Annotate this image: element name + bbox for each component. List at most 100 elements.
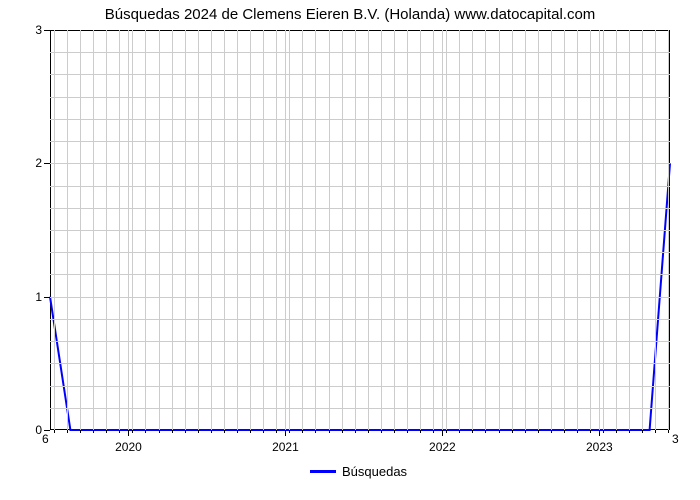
chart-container: Búsquedas 2024 de Clemens Eieren B.V. (H… bbox=[0, 0, 700, 500]
x-minor-gridline bbox=[172, 30, 173, 430]
x-gridline bbox=[442, 30, 443, 430]
x-minor-tick bbox=[185, 430, 186, 433]
x-minor-gridline bbox=[394, 30, 395, 430]
x-minor-gridline bbox=[668, 30, 669, 430]
x-minor-tick bbox=[342, 430, 343, 433]
x-minor-gridline bbox=[381, 30, 382, 430]
x-minor-gridline bbox=[211, 30, 212, 430]
x-minor-gridline bbox=[538, 30, 539, 430]
x-minor-gridline bbox=[132, 30, 133, 430]
x-minor-gridline bbox=[629, 30, 630, 430]
x-minor-gridline bbox=[80, 30, 81, 430]
y-tick-label: 3 bbox=[24, 23, 42, 37]
x-minor-gridline bbox=[119, 30, 120, 430]
x-minor-gridline bbox=[551, 30, 552, 430]
x-minor-gridline bbox=[250, 30, 251, 430]
x-minor-tick bbox=[237, 430, 238, 433]
x-minor-tick bbox=[119, 430, 120, 433]
x-minor-tick bbox=[668, 430, 669, 433]
x-minor-tick bbox=[472, 430, 473, 433]
x-minor-gridline bbox=[67, 30, 68, 430]
x-minor-gridline bbox=[315, 30, 316, 430]
x-minor-gridline bbox=[276, 30, 277, 430]
x-minor-gridline bbox=[616, 30, 617, 430]
legend: Búsquedas bbox=[310, 464, 407, 479]
x-minor-gridline bbox=[655, 30, 656, 430]
x-minor-gridline bbox=[407, 30, 408, 430]
y-tick-label: 2 bbox=[24, 156, 42, 170]
x-gridline bbox=[285, 30, 286, 430]
x-minor-gridline bbox=[446, 30, 447, 430]
x-minor-tick bbox=[93, 430, 94, 433]
corner-label-bottom-right: 3 bbox=[672, 432, 679, 446]
x-tick-label: 2021 bbox=[272, 440, 299, 454]
y-tick bbox=[44, 30, 50, 31]
x-minor-tick bbox=[564, 430, 565, 433]
corner-label-bottom-left: 6 bbox=[42, 432, 49, 446]
x-minor-gridline bbox=[577, 30, 578, 430]
x-minor-gridline bbox=[237, 30, 238, 430]
x-minor-tick bbox=[459, 430, 460, 433]
x-minor-tick bbox=[198, 430, 199, 433]
x-minor-gridline bbox=[433, 30, 434, 430]
x-minor-gridline bbox=[603, 30, 604, 430]
x-tick bbox=[285, 430, 286, 436]
x-minor-tick bbox=[211, 430, 212, 433]
x-minor-gridline bbox=[525, 30, 526, 430]
x-tick-label: 2023 bbox=[586, 440, 613, 454]
x-minor-tick bbox=[433, 430, 434, 433]
x-minor-tick bbox=[172, 430, 173, 433]
x-minor-tick bbox=[538, 430, 539, 433]
x-minor-gridline bbox=[342, 30, 343, 430]
x-minor-tick bbox=[642, 430, 643, 433]
x-minor-tick bbox=[276, 430, 277, 433]
x-minor-tick bbox=[420, 430, 421, 433]
x-minor-gridline bbox=[93, 30, 94, 430]
y-tick-label: 0 bbox=[24, 423, 42, 437]
x-tick-label: 2020 bbox=[115, 440, 142, 454]
x-tick-label: 2022 bbox=[429, 440, 456, 454]
x-minor-gridline bbox=[564, 30, 565, 430]
x-minor-tick bbox=[446, 430, 447, 433]
x-minor-tick bbox=[512, 430, 513, 433]
x-minor-gridline bbox=[485, 30, 486, 430]
x-tick bbox=[442, 430, 443, 436]
x-tick bbox=[599, 430, 600, 436]
x-minor-tick bbox=[54, 430, 55, 433]
x-minor-tick bbox=[145, 430, 146, 433]
x-minor-gridline bbox=[472, 30, 473, 430]
x-minor-gridline bbox=[198, 30, 199, 430]
x-gridline bbox=[128, 30, 129, 430]
x-minor-gridline bbox=[159, 30, 160, 430]
x-minor-tick bbox=[394, 430, 395, 433]
x-minor-gridline bbox=[355, 30, 356, 430]
x-minor-tick bbox=[616, 430, 617, 433]
y-tick-label: 1 bbox=[24, 290, 42, 304]
x-minor-tick bbox=[655, 430, 656, 433]
x-minor-tick bbox=[250, 430, 251, 433]
x-minor-gridline bbox=[145, 30, 146, 430]
x-minor-tick bbox=[525, 430, 526, 433]
x-minor-tick bbox=[577, 430, 578, 433]
x-minor-tick bbox=[629, 430, 630, 433]
x-tick bbox=[128, 430, 129, 436]
x-minor-tick bbox=[368, 430, 369, 433]
x-minor-tick bbox=[590, 430, 591, 433]
x-minor-tick bbox=[485, 430, 486, 433]
legend-label: Búsquedas bbox=[342, 464, 407, 479]
x-minor-gridline bbox=[263, 30, 264, 430]
y-tick bbox=[44, 297, 50, 298]
x-minor-tick bbox=[355, 430, 356, 433]
x-minor-tick bbox=[603, 430, 604, 433]
y-tick bbox=[44, 163, 50, 164]
x-minor-gridline bbox=[459, 30, 460, 430]
y-tick bbox=[44, 430, 50, 431]
x-minor-tick bbox=[499, 430, 500, 433]
x-minor-tick bbox=[159, 430, 160, 433]
x-minor-tick bbox=[315, 430, 316, 433]
x-minor-gridline bbox=[642, 30, 643, 430]
x-minor-gridline bbox=[224, 30, 225, 430]
x-minor-gridline bbox=[54, 30, 55, 430]
x-minor-gridline bbox=[329, 30, 330, 430]
x-minor-gridline bbox=[590, 30, 591, 430]
